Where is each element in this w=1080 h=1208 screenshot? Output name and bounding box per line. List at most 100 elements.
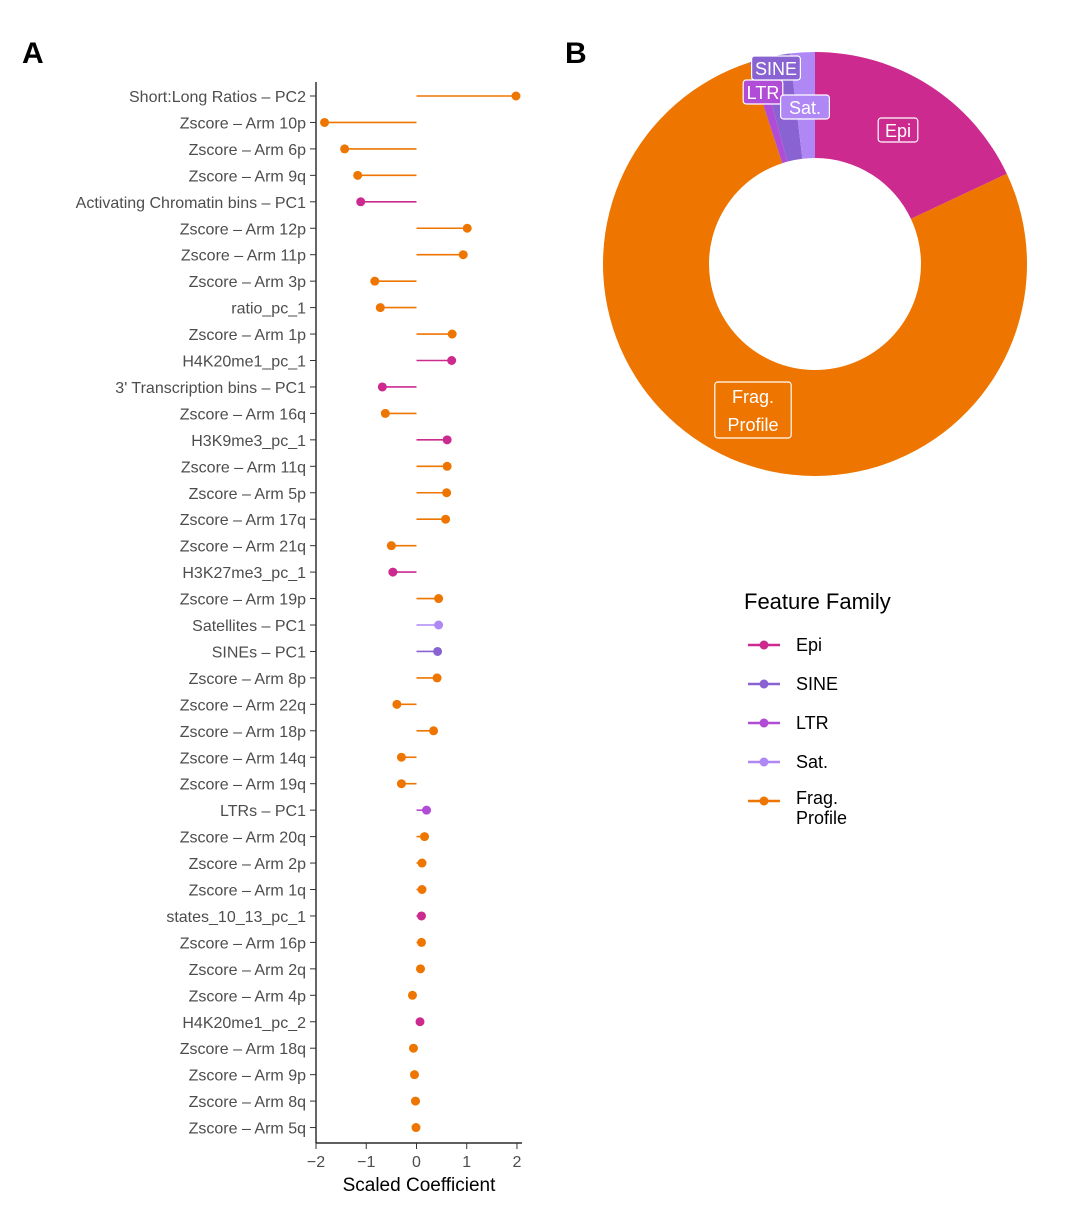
donut-chart: Epi Frag. Profile LTR SINE Sat. (603, 52, 1027, 476)
feature-row: SINEs – PC1 (212, 644, 443, 661)
feature-row: Zscore – Arm 8p (189, 671, 442, 688)
slice-label-text: Epi (885, 121, 911, 141)
slice-label-text: Sat. (789, 98, 821, 118)
y-tick-label: Zscore – Arm 18p (180, 724, 306, 741)
y-tick-label: Zscore – Arm 11p (181, 248, 306, 265)
feature-row: Zscore – Arm 18q (180, 1041, 418, 1058)
y-tick-label: Zscore – Arm 8p (189, 671, 306, 688)
feature-row: Zscore – Arm 3p (189, 274, 417, 291)
x-tick-label: −2 (307, 1154, 325, 1171)
lollipop-point (442, 488, 452, 498)
feature-row: H4K20me1_pc_1 (182, 354, 457, 371)
feature-row: Short:Long Ratios – PC2 (129, 89, 521, 106)
panel-b-label: B (565, 37, 587, 70)
feature-row: 3' Transcription bins – PC1 (115, 380, 417, 397)
legend-label: Epi (796, 635, 822, 655)
lollipop-point (380, 408, 390, 418)
slice-label-box (779, 94, 830, 120)
y-tick-label: Zscore – Arm 21q (180, 539, 306, 556)
y-tick-label: Zscore – Arm 16q (180, 406, 306, 423)
lollipop-point (462, 223, 472, 233)
feature-row: Zscore – Arm 14q (180, 750, 417, 767)
feature-row: Zscore – Arm 6p (189, 142, 417, 159)
lollipop-point (411, 1123, 421, 1133)
feature-row: ratio_pc_1 (231, 301, 417, 318)
feature-row: H3K27me3_pc_1 (182, 565, 417, 582)
lollipop-point (356, 197, 366, 207)
y-tick-label: 3' Transcription bins – PC1 (115, 380, 306, 397)
feature-row: Zscore – Arm 16q (180, 406, 417, 423)
legend-entry: SINE (748, 674, 838, 694)
feature-row: LTRs – PC1 (220, 803, 432, 820)
y-tick-label: Zscore – Arm 2p (189, 856, 306, 873)
y-tick-label: Zscore – Arm 19p (180, 592, 306, 609)
feature-row: Zscore – Arm 22q (180, 697, 417, 714)
y-tick-label: Zscore – Arm 22q (180, 697, 306, 714)
y-tick-label: ratio_pc_1 (231, 301, 306, 318)
slice-label-box (877, 117, 919, 143)
feature-row: Zscore – Arm 2p (189, 856, 427, 873)
y-tick-label: Zscore – Arm 1p (189, 327, 306, 344)
lollipop-point (442, 435, 452, 445)
feature-row: Zscore – Arm 12p (180, 221, 472, 238)
lollipop-point (511, 91, 521, 101)
slice-label-box (714, 381, 792, 439)
y-tick-label: Short:Long Ratios – PC2 (129, 89, 306, 106)
feature-row: Zscore – Arm 4p (189, 988, 417, 1005)
legend-label: SINE (796, 674, 838, 694)
lollipop-point (416, 964, 426, 974)
y-tick-label: Zscore – Arm 6p (189, 142, 306, 159)
y-tick-label: Zscore – Arm 20q (180, 830, 306, 847)
legend-key-point (759, 640, 769, 650)
y-tick-label: Zscore – Arm 1q (189, 883, 306, 900)
lollipop-point (340, 144, 350, 154)
legend: Feature Family Epi SINE LTR Sat. Frag. Profil… (744, 589, 891, 828)
legend-label: LTR (796, 713, 829, 733)
y-tick-label: Satellites – PC1 (192, 618, 306, 635)
feature-row: Zscore – Arm 11p (181, 248, 468, 265)
y-tick-label: Zscore – Arm 14q (180, 750, 306, 767)
y-tick-label: SINEs – PC1 (212, 644, 306, 661)
feature-row: Zscore – Arm 20q (180, 830, 430, 847)
feature-row: Zscore – Arm 9q (189, 168, 417, 185)
x-tick-label: 2 (513, 1154, 522, 1171)
lollipop-point (392, 699, 402, 709)
feature-row: Zscore – Arm 21q (180, 539, 417, 556)
feature-row: states_10_13_pc_1 (166, 909, 427, 926)
lollipop-point (417, 911, 427, 921)
slice-label: Epi (877, 117, 919, 143)
feature-row: Zscore – Arm 18p (180, 724, 439, 741)
lollipop-point (410, 1096, 420, 1106)
y-tick-label: LTRs – PC1 (220, 803, 306, 820)
y-tick-label: H4K20me1_pc_1 (182, 354, 306, 371)
legend-entry: Frag. Profile (748, 788, 847, 828)
lollipop-point (432, 673, 442, 683)
x-tick-label: 0 (412, 1154, 421, 1171)
legend-entry: LTR (748, 713, 829, 733)
feature-row: Zscore – Arm 2q (189, 962, 426, 979)
legend-label: Sat. (796, 752, 828, 772)
slice-label: SINE (750, 55, 801, 81)
y-tick-label: H4K20me1_pc_2 (182, 1015, 306, 1032)
donut-slice (603, 62, 1027, 476)
lollipop-point (370, 276, 380, 286)
lollipop-point (396, 752, 406, 762)
slice-label-text: LTR (747, 83, 780, 103)
legend-label: Frag. Profile (796, 788, 847, 828)
lollipop-point (388, 567, 398, 577)
feature-row: Zscore – Arm 10p (180, 115, 417, 132)
feature-row: Zscore – Arm 17q (180, 512, 451, 529)
y-tick-label: Zscore – Arm 9q (189, 168, 306, 185)
y-tick-label: Zscore – Arm 5q (189, 1121, 306, 1138)
lollipop-point (409, 1070, 419, 1080)
y-tick-label: Zscore – Arm 10p (180, 115, 306, 132)
y-tick-label: Zscore – Arm 18q (180, 1041, 306, 1058)
lollipop-point (429, 726, 439, 736)
legend-entry: Epi (748, 635, 822, 655)
slice-label-text: SINE (755, 59, 797, 79)
y-tick-label: states_10_13_pc_1 (166, 909, 306, 926)
slice-label: LTR (742, 79, 784, 105)
lollipop-point (375, 303, 385, 313)
y-tick-label: Zscore – Arm 3p (189, 274, 306, 291)
